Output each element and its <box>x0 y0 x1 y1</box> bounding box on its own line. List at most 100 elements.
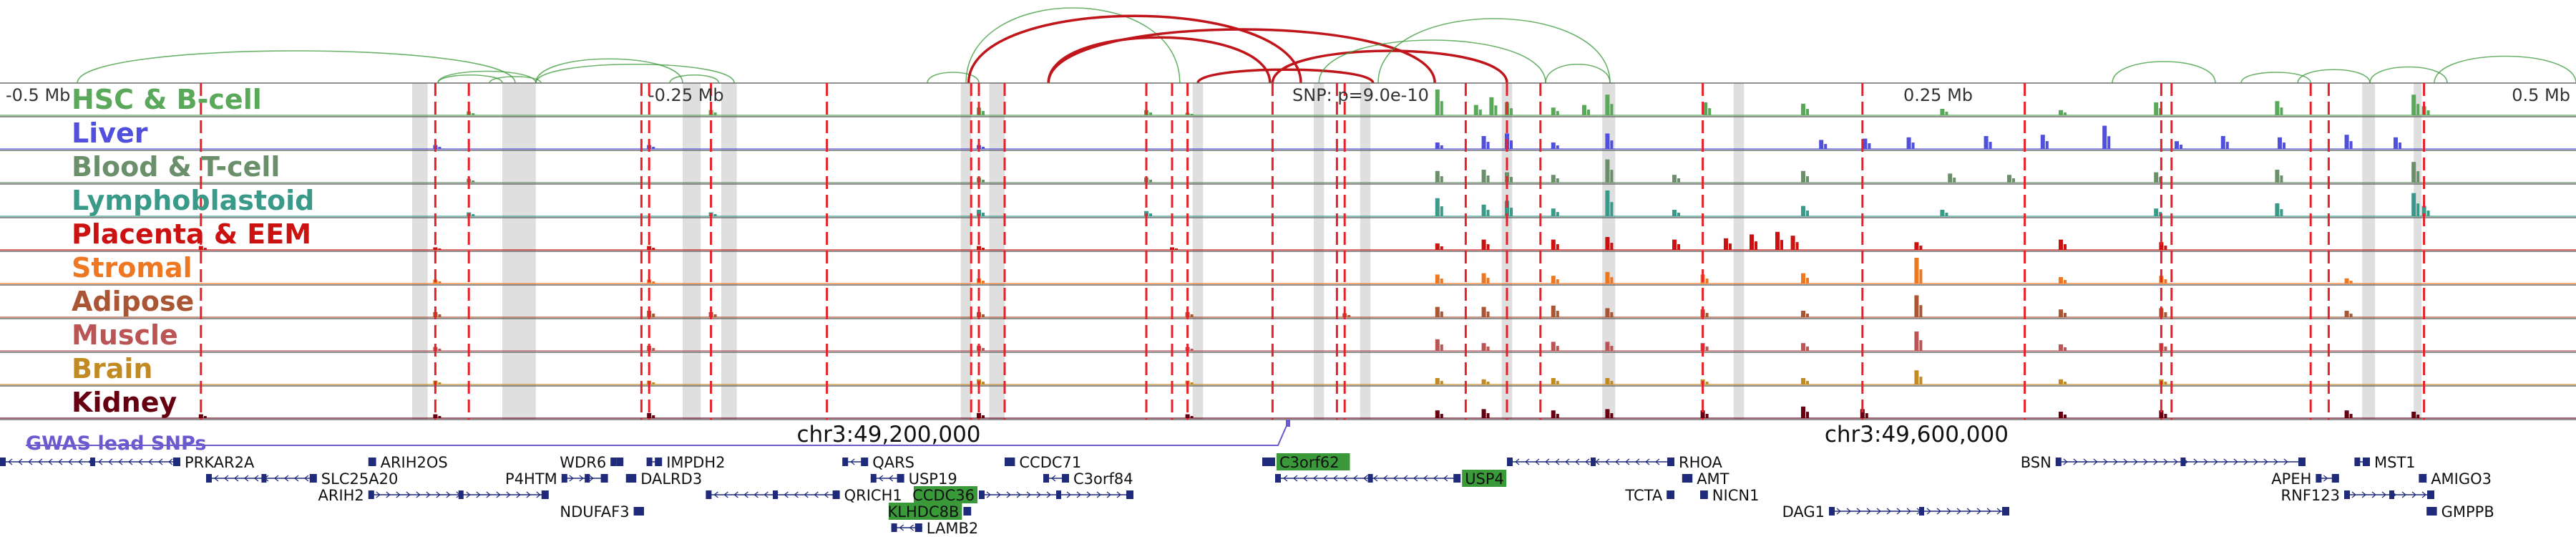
gene-strand-arrow <box>1353 475 1358 482</box>
signal-peak-shoulder <box>2064 415 2067 418</box>
signal-peak-shoulder <box>1911 142 1915 149</box>
signal-peak <box>1481 409 1486 418</box>
signal-peak-shoulder <box>1556 311 1559 317</box>
signal-peak <box>1481 273 1486 284</box>
track-label: Brain <box>72 353 152 384</box>
gene-label-highlight <box>914 486 977 503</box>
signal-peak <box>1819 140 1824 149</box>
gene-exon <box>629 474 637 483</box>
gene-label: LAMB2 <box>927 520 978 537</box>
signal-peak-shoulder <box>1510 208 1513 216</box>
signal-peak <box>1605 271 1610 284</box>
coordinate-label-49-6mb: chr3:49,600,000 <box>1825 422 2009 448</box>
gene-strand-arrow <box>1896 508 1901 515</box>
signal-peak-shoulder <box>1945 112 1948 115</box>
signal-peak <box>1801 311 1805 317</box>
loop-arc <box>535 64 735 84</box>
signal-peak <box>1724 238 1728 250</box>
signal-peak-shoulder <box>652 147 655 149</box>
gene-label: C3orf62 <box>1279 454 1340 471</box>
signal-peak-shoulder <box>2349 281 2353 284</box>
track-blood-t-cell <box>0 150 2576 183</box>
gene-strand-arrow <box>536 491 541 498</box>
gene-ccdc36: CCDC36 <box>912 486 1133 504</box>
position-scale: -0.5 Mb -0.25 Mb 0.25 Mb 0.5 Mb SNP: p=9… <box>6 85 2570 105</box>
signal-peak <box>2007 175 2011 183</box>
gene-strand-arrow <box>1906 508 1911 515</box>
signal-peak-shoulder <box>713 214 717 216</box>
signal-peak <box>1551 305 1556 317</box>
gene-label: WDR6 <box>560 454 606 471</box>
signal-peak-shoulder <box>1824 144 1828 149</box>
gene-exon <box>0 458 6 466</box>
track-label: HSC & B-cell <box>72 84 262 115</box>
gene-strand-arrow <box>996 491 1001 498</box>
track-stromal <box>0 251 2576 284</box>
signal-peak-shoulder <box>1587 110 1590 115</box>
gene-exon <box>1043 474 1049 483</box>
gene-strand-arrow <box>2371 491 2376 498</box>
signal-peak-shoulder <box>1190 416 1194 418</box>
loop-arc <box>1545 64 1611 84</box>
coordinate-label-49-2mb: chr3:49,200,000 <box>796 422 980 448</box>
signal-peak-shoulder <box>2064 347 2067 351</box>
signal-peak-shoulder <box>1795 242 1799 250</box>
signal-peak-shoulder <box>1486 382 1490 384</box>
gene-strand-arrow <box>244 475 249 482</box>
gene-label: QARS <box>872 454 914 471</box>
signal-peak-shoulder <box>1510 108 1513 115</box>
gene-strand-arrow <box>723 491 728 498</box>
gene-label: RNF123 <box>2281 487 2340 504</box>
gene-qrich1: QRICH1 <box>706 487 902 504</box>
signal-peak <box>2154 102 2159 115</box>
gene-strand-arrow <box>899 524 904 531</box>
signal-peak <box>1801 273 1805 284</box>
gene-exon <box>610 458 617 466</box>
gene-strand-arrow <box>1966 508 1971 515</box>
gene-strand-arrow <box>713 491 718 498</box>
signal-peak <box>198 414 203 418</box>
signal-peak <box>1605 95 1610 115</box>
gene-strand-arrow <box>386 491 391 498</box>
gene-strand-arrow <box>2113 458 2118 465</box>
signal-peak-shoulder <box>1440 344 1443 351</box>
signal-peak <box>1790 236 1795 250</box>
signal-peak-shoulder <box>1486 278 1490 284</box>
signal-peak <box>2102 125 2107 149</box>
gene-exon <box>637 507 644 516</box>
signal-peak-shoulder <box>1190 314 1194 317</box>
signal-peak-shoulder <box>1556 414 1559 418</box>
gene-label: DALRD3 <box>640 470 702 488</box>
signal-peak <box>2344 311 2349 317</box>
signal-peak-shoulder <box>1705 313 1709 317</box>
gene-strand-arrow <box>1026 491 1031 498</box>
gene-strand-arrow <box>1655 458 1660 465</box>
signal-peak-shoulder <box>1806 347 1809 351</box>
gene-strand-arrow <box>2421 491 2426 498</box>
signal-peak <box>433 414 438 418</box>
gene-label: BSN <box>2021 454 2051 471</box>
signal-peak <box>2275 101 2280 115</box>
signal-peak <box>2059 309 2063 317</box>
signal-peak <box>1775 231 1780 250</box>
signal-peak <box>2059 277 2063 284</box>
gene-strand-arrow <box>284 475 289 482</box>
signal-peak-shoulder <box>1486 413 1490 418</box>
signal-peak-shoulder <box>1610 346 1614 351</box>
gene-exon <box>1667 458 1674 466</box>
signal-peak-shoulder <box>982 314 985 317</box>
signal-peak <box>2154 172 2159 183</box>
gene-strand-arrow <box>168 458 173 465</box>
loop-arc <box>669 74 720 84</box>
gene-exon <box>309 474 317 483</box>
signal-peak <box>1605 159 1610 183</box>
signal-peak-shoulder <box>1610 312 1614 317</box>
gwas-snp-marker <box>1286 420 1290 427</box>
signal-peak-shoulder <box>1705 414 1709 418</box>
gene-slc25a20: SLC25A20 <box>206 470 398 488</box>
gene-label: MST1 <box>2374 454 2416 471</box>
gene-label: CCDC36 <box>912 487 975 504</box>
signal-peak <box>2411 193 2416 216</box>
signal-peak-shoulder <box>713 314 717 317</box>
